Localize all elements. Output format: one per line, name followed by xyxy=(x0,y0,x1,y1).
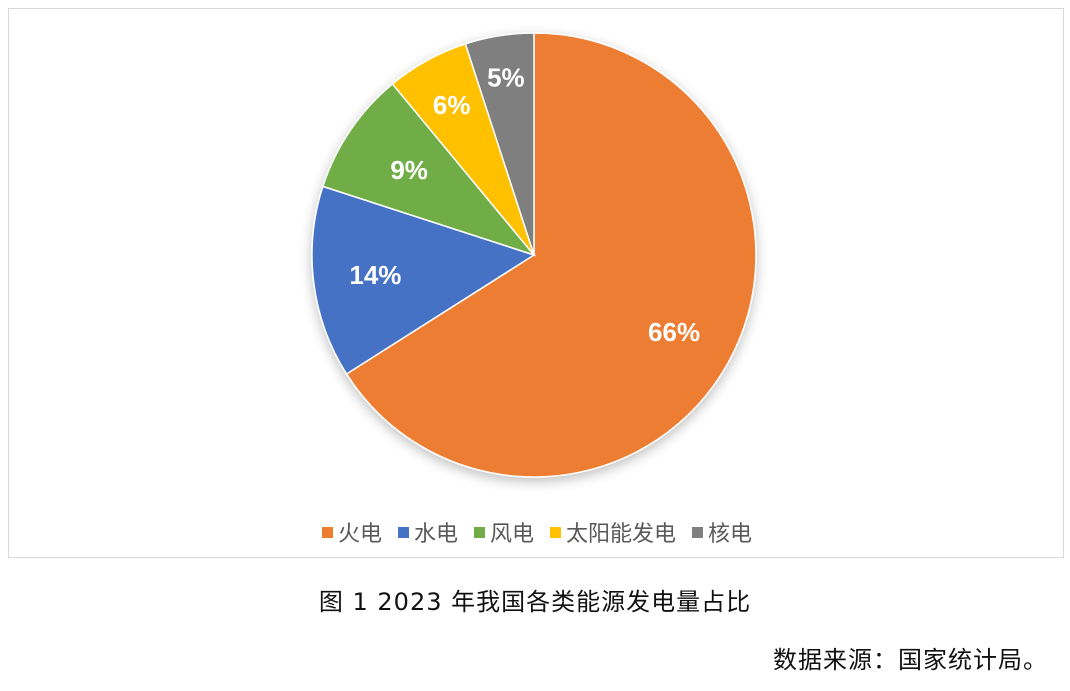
legend-label-hydro: 水电 xyxy=(413,522,458,547)
pie-slice-thermal xyxy=(345,32,757,478)
legend-label-wind: 风电 xyxy=(489,522,534,547)
legend-item-hydro: 水电 xyxy=(397,516,458,548)
data-source-note: 数据来源：国家统计局。 xyxy=(773,646,1048,674)
legend-item-wind: 风电 xyxy=(473,516,534,548)
figure-caption: 图 1 2023 年我国各类能源发电量占比 xyxy=(318,588,752,616)
legend-swatch-thermal xyxy=(321,526,333,538)
legend-swatch-solar xyxy=(550,526,561,538)
legend-item-nuclear: 核电 xyxy=(692,516,752,548)
pie-slice-hydro xyxy=(311,185,536,375)
legend-swatch-nuclear xyxy=(692,526,704,538)
pie-chart: 66% 14% 9% 6% 5% xyxy=(311,32,757,478)
legend-label-solar: 太阳能发电 xyxy=(566,522,677,547)
pie-slices xyxy=(311,32,757,478)
pie-slice-nuclear xyxy=(464,32,535,256)
legend-item-solar: 太阳能发电 xyxy=(550,516,676,548)
legend-swatch-wind xyxy=(473,526,485,538)
data-label-wind: 9% xyxy=(390,155,428,185)
chart-frame: 66% 14% 9% 6% 5% 火电 水电 风电 太阳能发电 核电 xyxy=(8,8,1064,558)
legend-label-nuclear: 核电 xyxy=(708,522,753,547)
legend-label-thermal: 火电 xyxy=(337,522,382,547)
legend: 火电 水电 风电 太阳能发电 核电 xyxy=(9,516,1065,548)
pie-slice-wind xyxy=(321,82,537,257)
data-label-thermal: 66% xyxy=(648,317,700,347)
data-label-nuclear: 5% xyxy=(487,62,525,92)
data-label-hydro: 14% xyxy=(349,260,401,290)
legend-item-thermal: 火电 xyxy=(321,516,382,548)
legend-swatch-hydro xyxy=(397,526,409,538)
data-label-solar: 6% xyxy=(433,90,471,120)
